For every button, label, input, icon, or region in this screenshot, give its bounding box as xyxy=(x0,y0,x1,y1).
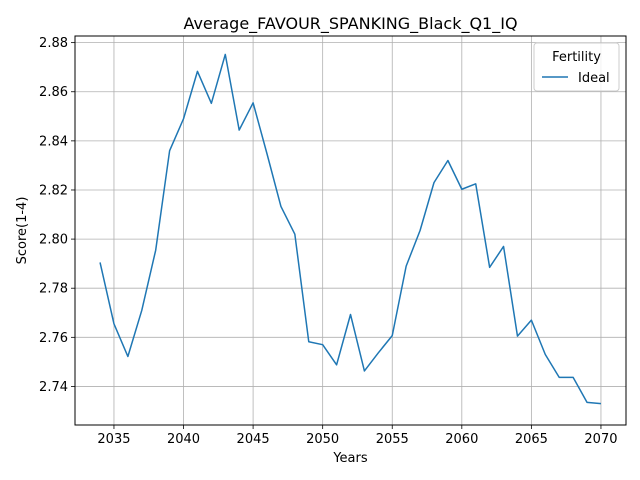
x-axis-ticks: 2035 2040 2045 2050 2055 2060 2065 2070 xyxy=(97,425,618,447)
x-axis-label: Years xyxy=(332,451,368,466)
chart-title: Average_FAVOUR_SPANKING_Black_Q1_IQ xyxy=(183,14,517,34)
legend: Fertility Ideal xyxy=(533,42,620,92)
legend-box xyxy=(533,42,620,92)
grid-lines xyxy=(75,36,626,425)
legend-label-ideal: Ideal xyxy=(578,71,610,86)
x-tick-label: 2050 xyxy=(306,432,339,447)
plot-frame xyxy=(74,35,627,426)
x-tick-label: 2035 xyxy=(97,432,130,447)
y-axis-label: Score(1-4) xyxy=(15,197,30,265)
y-axis-ticks: 2.74 2.76 2.78 2.80 2.82 2.84 2.86 2.88 xyxy=(39,36,75,395)
y-tick-label: 2.84 xyxy=(39,134,68,149)
y-tick-label: 2.86 xyxy=(39,85,68,100)
y-tick-label: 2.80 xyxy=(39,233,68,248)
x-tick-label: 2060 xyxy=(445,432,478,447)
y-tick-label: 2.88 xyxy=(39,36,68,51)
series-layer xyxy=(99,53,602,405)
y-tick-label: 2.82 xyxy=(39,183,68,198)
x-tick-label: 2065 xyxy=(515,432,548,447)
y-tick-label: 2.74 xyxy=(39,380,68,395)
y-tick-label: 2.76 xyxy=(39,331,68,346)
series-line-ideal xyxy=(99,53,602,405)
x-tick-label: 2055 xyxy=(376,432,409,447)
x-tick-label: 2045 xyxy=(237,432,270,447)
x-tick-label: 2040 xyxy=(167,432,200,447)
y-tick-label: 2.78 xyxy=(39,282,68,297)
legend-title: Fertility xyxy=(552,50,601,65)
x-tick-label: 2070 xyxy=(584,432,617,447)
